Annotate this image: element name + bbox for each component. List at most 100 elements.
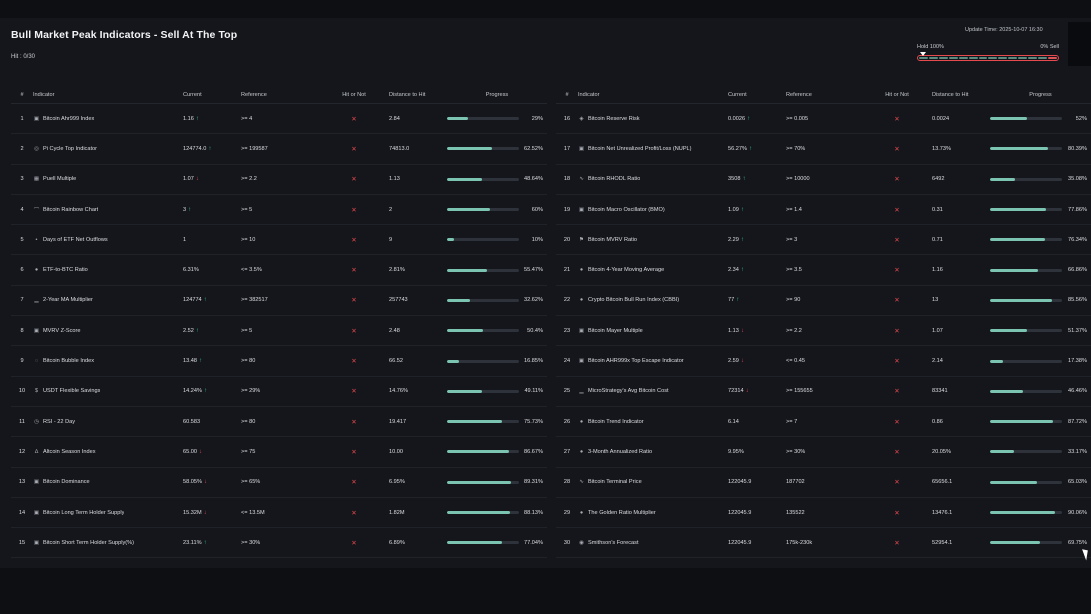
progress-bar <box>990 177 1062 181</box>
progress-bar <box>990 420 1062 424</box>
table-row[interactable]: 15 ▣ Bitcoin Short Term Holder Supply(%) 23… <box>11 528 547 559</box>
indicator-cell[interactable]: ● Bitcoin Trend Indicator <box>578 419 728 425</box>
col-reference: Reference <box>241 91 267 98</box>
distance-value: 0.0024 <box>932 115 950 122</box>
indicator-cell[interactable]: ▣ Bitcoin Long Term Holder Supply <box>33 510 183 516</box>
indicator-cell[interactable]: ⚑ Bitcoin MVRV Ratio <box>578 237 728 243</box>
current-value: 9.95% <box>728 448 744 455</box>
table-row[interactable]: 24 ▣ Bitcoin AHR999x Top Escape Indicator 2… <box>556 346 1091 377</box>
table-row[interactable]: 5 • Days of ETF Net Outflows 1 >= 10 ✕ 9 10% <box>11 225 547 256</box>
table-row[interactable]: 26 ● Bitcoin Trend Indicator 6.14 >= 7 ✕ 0.86 8… <box>556 407 1091 438</box>
table-row[interactable]: 25 ▁ MicroStrategy's Avg Bitcoin Cost 72314… <box>556 377 1091 407</box>
indicator-cell[interactable]: ▁ MicroStrategy's Avg Bitcoin Cost <box>578 388 728 394</box>
reference-value: >= 7 <box>786 418 798 425</box>
progress-fill <box>447 208 491 212</box>
indicator-cell[interactable]: ◎ Pi Cycle Top Indicator <box>33 146 183 152</box>
row-number: 7 <box>20 297 24 304</box>
table-row[interactable]: 7 ▁ 2-Year MA Multiplier 124774 ↑ >= 382517 ✕ 2… <box>11 286 547 317</box>
trend-up-icon: ↑ <box>740 267 744 274</box>
indicator-cell[interactable]: ● 3-Month Annualized Ratio <box>578 449 728 455</box>
table-row[interactable]: 28 ∿ Bitcoin Terminal Price 122045.9 187702 ✕… <box>556 468 1091 498</box>
table-row[interactable]: 13 ▣ Bitcoin Dominance 58.05% ↓ >= 65% ✕ 6.95% 8… <box>11 468 547 498</box>
indicator-name: 3-Month Annualized Ratio <box>588 448 653 455</box>
indicator-cell[interactable]: ∿ Bitcoin RHODL Ratio <box>578 176 728 182</box>
table-row[interactable]: 29 ● The Golden Ratio Multiplier 122045.9 13… <box>556 498 1091 529</box>
table-row[interactable]: 19 ▣ Bitcoin Macro Oscillator (BMO) 1.09 ↑ >=… <box>556 195 1091 226</box>
indicator-cell[interactable]: ▣ Bitcoin Ahr999 Index <box>33 116 183 122</box>
row-number: 23 <box>563 327 571 334</box>
row-number: 1 <box>20 115 24 122</box>
indicator-cell[interactable]: ◉ Smithson's Forecast <box>578 540 728 546</box>
indicator-cell[interactable]: ◈ Bitcoin Reserve Risk <box>578 116 728 122</box>
distance-value: 0.71 <box>932 236 943 243</box>
indicator-cell[interactable]: ● ETF-to-BTC Ratio <box>33 267 183 273</box>
table-row[interactable]: 4 ⌒ Bitcoin Rainbow Chart 3 ↑ >= 5 ✕ 2 60% <box>11 195 547 226</box>
table-row[interactable]: 2 ◎ Pi Cycle Top Indicator 124774.0 ↑ >= 1995… <box>11 134 547 165</box>
table-row[interactable]: 9 ◌ Bitcoin Bubble Index 13.48 ↑ >= 80 ✕ 66.52 1… <box>11 346 547 377</box>
side-overlay <box>1068 22 1091 66</box>
table-row[interactable]: 17 ▣ Bitcoin Net Unrealized Profit/Loss (N… <box>556 134 1091 165</box>
progress-bar <box>447 450 519 454</box>
distance-value: 52954.1 <box>932 539 953 546</box>
row-number: 25 <box>563 388 571 395</box>
current-value-cell: 2.59 ↓ <box>728 358 786 364</box>
table-row[interactable]: 1 ▣ Bitcoin Ahr999 Index 1.16 ↑ >= 4 ✕ 2.84 29% <box>11 104 547 135</box>
table-row[interactable]: 16 ◈ Bitcoin Reserve Risk 0.0026 ↑ >= 0.005 ✕ 0… <box>556 104 1091 135</box>
indicator-cell[interactable]: ▣ Bitcoin Short Term Holder Supply(%) <box>33 540 183 546</box>
trend-up-icon: ↑ <box>742 176 746 183</box>
table-row[interactable]: 6 ● ETF-to-BTC Ratio 6.31% <= 3.5% ✕ 2.81% 55.4… <box>11 255 547 286</box>
indicator-cell[interactable]: ▣ MVRV Z-Score <box>33 328 183 334</box>
indicator-cell[interactable]: ▣ Bitcoin Dominance <box>33 479 183 485</box>
indicator-cell[interactable]: ▣ Bitcoin Macro Oscillator (BMO) <box>578 207 728 213</box>
progress-bar <box>990 329 1062 333</box>
table-row[interactable]: 22 ● Crypto Bitcoin Bull Run Index (CBBI) 7… <box>556 286 1091 317</box>
table-row[interactable]: 27 ● 3-Month Annualized Ratio 9.95% >= 30% ✕ 2… <box>556 437 1091 468</box>
indicator-cell[interactable]: ◌ Bitcoin Bubble Index <box>33 358 183 364</box>
table-row[interactable]: 3 ▦ Puell Multiple 1.07 ↓ >= 2.2 ✕ 1.13 48.64% <box>11 165 547 195</box>
row-number: 27 <box>563 448 571 455</box>
circle-icon: ● <box>579 509 584 516</box>
row-number: 29 <box>563 509 571 516</box>
indicator-cell[interactable]: ▁ 2-Year MA Multiplier <box>33 297 183 303</box>
indicator-cell[interactable]: ● Crypto Bitcoin Bull Run Index (CBBI) <box>578 297 728 303</box>
indicator-cell[interactable]: ▣ Bitcoin Net Unrealized Profit/Loss (NUP… <box>578 146 728 152</box>
trend-up-icon: ↑ <box>748 145 752 152</box>
reference-value: <= 0.45 <box>786 358 805 365</box>
indicator-cell[interactable]: • Days of ETF Net Outflows <box>33 237 183 243</box>
distance-value: 0.86 <box>932 418 943 425</box>
current-value-cell: 0.0026 ↑ <box>728 116 786 122</box>
indicator-cell[interactable]: ⌒ Bitcoin Rainbow Chart <box>33 206 183 214</box>
indicator-cell[interactable]: ● Bitcoin 4-Year Moving Average <box>578 267 728 273</box>
col-indicator: Indicator <box>578 91 600 98</box>
table-row[interactable]: 18 ∿ Bitcoin RHODL Ratio 3508 ↑ >= 10000 ✕ 6492… <box>556 165 1091 195</box>
col-distance: Distance to Hit <box>389 91 426 98</box>
progress-cell: 85.56% <box>990 297 1091 303</box>
indicator-cell[interactable]: ▣ Bitcoin Mayer Multiple <box>578 328 728 334</box>
table-row[interactable]: 21 ● Bitcoin 4-Year Moving Average 2.34 ↑ >= … <box>556 255 1091 286</box>
table-row[interactable]: 8 ▣ MVRV Z-Score 2.52 ↑ >= 5 ✕ 2.48 50.4% <box>11 316 547 347</box>
indicator-cell[interactable]: $ USDT Flexible Savings <box>33 388 183 394</box>
table-row[interactable]: 23 ▣ Bitcoin Mayer Multiple 1.13 ↓ >= 2.2 ✕ 1.0… <box>556 316 1091 347</box>
progress-percent: 10% <box>531 236 543 243</box>
indicator-cell[interactable]: ∆ Altcoin Season Index <box>33 449 183 455</box>
progress-percent: 50.4% <box>527 327 543 334</box>
indicator-cell[interactable]: ● The Golden Ratio Multiplier <box>578 510 728 516</box>
indicator-cell[interactable]: ▣ Bitcoin AHR999x Top Escape Indicator <box>578 358 728 364</box>
indicator-cell[interactable]: ▦ Puell Multiple <box>33 176 183 182</box>
indicator-cell[interactable]: ∿ Bitcoin Terminal Price <box>578 479 728 485</box>
table-row[interactable]: 12 ∆ Altcoin Season Index 65.00 ↓ >= 75 ✕ 10.00… <box>11 437 547 468</box>
table-row[interactable]: 30 ◉ Smithson's Forecast 122045.9 175k-230k ✕… <box>556 528 1091 559</box>
progress-bar <box>990 541 1062 545</box>
progress-fill <box>990 329 1027 333</box>
indicator-cell[interactable]: ◷ RSI - 22 Day <box>33 419 183 425</box>
progress-cell: 65.03% <box>990 479 1091 485</box>
table-row[interactable]: 14 ▣ Bitcoin Long Term Holder Supply 15.32M… <box>11 498 547 529</box>
hit-status-icon: ✕ <box>351 145 357 153</box>
progress-cell: 17.38% <box>990 358 1091 364</box>
current-value-cell: 122045.9 <box>728 479 786 485</box>
table-row[interactable]: 20 ⚑ Bitcoin MVRV Ratio 2.29 ↑ >= 3 ✕ 0.71 76.34… <box>556 225 1091 256</box>
progress-fill <box>990 389 1024 393</box>
distance-value: 66.52 <box>389 358 403 365</box>
table-row[interactable]: 10 $ USDT Flexible Savings 14.24% ↑ >= 29% ✕ 14… <box>11 377 547 407</box>
table-row[interactable]: 11 ◷ RSI - 22 Day 60.583 >= 80 ✕ 19.417 75.73% <box>11 407 547 438</box>
